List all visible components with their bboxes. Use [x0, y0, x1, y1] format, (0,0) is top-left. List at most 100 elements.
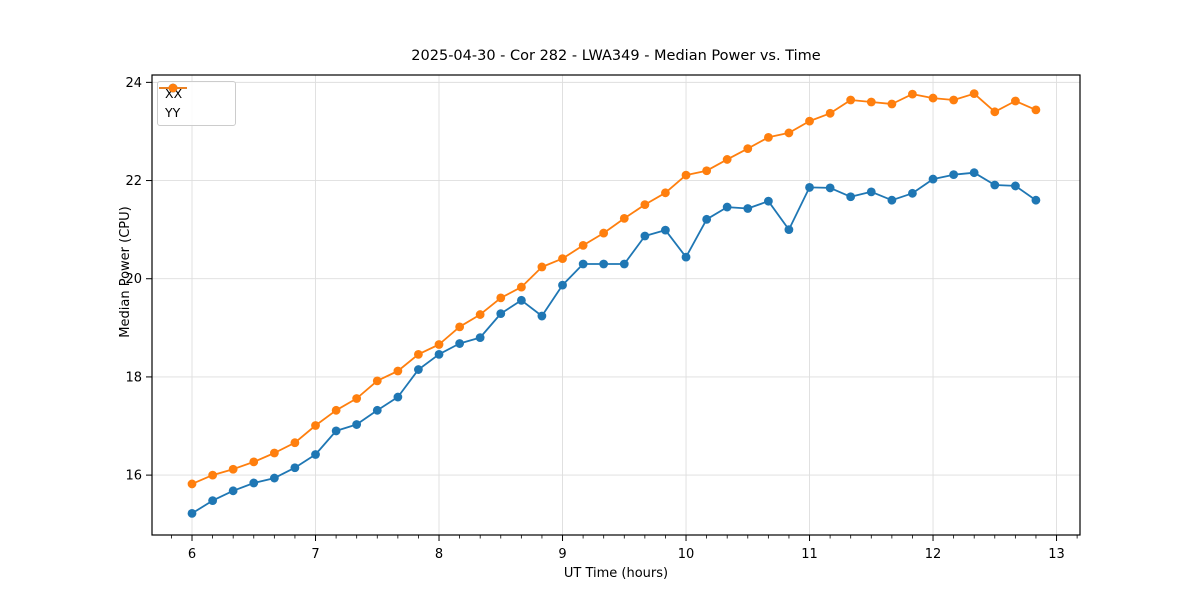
- y-tick-label: 16: [125, 469, 142, 484]
- series-marker-xx: [331, 426, 341, 436]
- series-marker-yy: [331, 405, 341, 415]
- series-marker-xx: [311, 450, 320, 459]
- legend: XX YY: [157, 81, 236, 126]
- series-marker-yy: [640, 200, 650, 210]
- y-tick-label: 22: [125, 174, 142, 189]
- series-marker-xx: [537, 311, 547, 321]
- y-tick-label: 20: [125, 272, 142, 287]
- series-marker-yy: [681, 170, 691, 180]
- series-marker-xx: [475, 333, 485, 343]
- series-marker-yy: [805, 116, 814, 126]
- series-marker-xx: [969, 168, 979, 178]
- series-marker-yy: [455, 322, 465, 332]
- series-marker-yy: [516, 282, 526, 292]
- x-tick-label: 9: [558, 547, 566, 562]
- series-marker-xx: [599, 259, 609, 269]
- series-marker-xx: [846, 192, 856, 202]
- series-marker-yy: [599, 228, 609, 238]
- series-marker-yy: [228, 464, 238, 474]
- x-tick-label: 13: [1048, 547, 1065, 562]
- series-marker-yy: [475, 310, 485, 319]
- x-axis-label: UT Time (hours): [563, 566, 669, 581]
- series-marker-yy: [311, 421, 320, 430]
- series-marker-xx: [413, 365, 423, 374]
- series-marker-xx: [928, 174, 938, 184]
- series-marker-yy: [537, 262, 547, 272]
- series-marker-yy: [187, 479, 197, 489]
- series-marker-xx: [681, 252, 691, 262]
- series-marker-yy: [969, 89, 979, 99]
- x-tick-label: 12: [925, 547, 942, 562]
- series-marker-yy: [352, 394, 362, 403]
- series-marker-yy: [558, 254, 567, 264]
- x-tick-label: 11: [801, 547, 818, 562]
- series-marker-xx: [228, 486, 238, 496]
- series-marker-xx: [558, 280, 567, 290]
- series-marker-xx: [866, 187, 876, 197]
- series-marker-xx: [455, 339, 465, 348]
- x-tick-label: 7: [311, 547, 319, 562]
- series-marker-xx: [372, 405, 382, 415]
- series-marker-xx: [434, 349, 444, 359]
- series-marker-yy: [249, 457, 259, 467]
- x-tick-label: 6: [188, 547, 196, 562]
- series-marker-yy: [208, 470, 218, 480]
- series-marker-yy: [496, 293, 506, 303]
- series-marker-xx: [784, 225, 794, 235]
- series-marker-xx: [269, 473, 279, 483]
- series-marker-yy: [578, 240, 588, 250]
- plot-spines: [151, 74, 1081, 536]
- series-marker-xx: [990, 180, 1000, 190]
- series-marker-xx: [1031, 195, 1041, 205]
- series-marker-xx: [208, 496, 218, 506]
- series-marker-yy: [434, 340, 444, 349]
- series-marker-yy: [949, 95, 959, 105]
- series-line-xx: [191, 171, 1037, 515]
- series-marker-yy: [846, 95, 856, 105]
- series-marker-yy: [702, 166, 712, 176]
- x-tick-label: 8: [435, 547, 443, 562]
- series-marker-yy: [393, 366, 403, 376]
- series-marker-yy: [1011, 96, 1020, 106]
- series-marker-xx: [805, 183, 814, 192]
- series-marker-xx: [496, 309, 506, 318]
- legend-label-yy: YY: [165, 105, 181, 120]
- series-marker-xx: [290, 463, 300, 473]
- series-marker-xx: [393, 392, 403, 402]
- series-marker-xx: [764, 196, 773, 206]
- series-marker-xx: [640, 231, 650, 241]
- series-marker-yy: [928, 93, 938, 103]
- series-marker-yy: [619, 213, 629, 223]
- series-marker-yy: [661, 188, 670, 198]
- series-marker-xx: [949, 170, 959, 180]
- series-marker-xx: [1011, 181, 1020, 191]
- series-marker-xx: [743, 204, 753, 213]
- series-marker-yy: [722, 155, 732, 164]
- series-marker-xx: [908, 188, 917, 198]
- legend-item-yy: YY: [159, 83, 227, 121]
- series-marker-yy: [413, 349, 423, 359]
- x-tick-label: 10: [678, 547, 695, 562]
- series-marker-xx: [187, 508, 197, 518]
- series-marker-xx: [887, 195, 897, 205]
- series-marker-xx: [702, 214, 712, 224]
- series-marker-yy: [866, 97, 876, 107]
- y-tick-label: 24: [125, 76, 142, 91]
- series-marker-yy: [764, 132, 773, 142]
- series-marker-xx: [825, 183, 835, 193]
- legend-sample-yy: [159, 83, 187, 93]
- series-marker-yy: [743, 144, 753, 154]
- series-marker-yy: [372, 376, 382, 386]
- series-marker-yy: [269, 448, 279, 458]
- series-marker-yy: [290, 438, 300, 448]
- series-marker-xx: [722, 202, 732, 212]
- series-marker-xx: [352, 420, 362, 429]
- series-marker-yy: [887, 99, 897, 109]
- series-marker-xx: [249, 478, 259, 488]
- series-marker-yy: [908, 89, 917, 99]
- y-axis-label: Median Power (CPU): [118, 206, 133, 338]
- chart-title: 2025-04-30 - Cor 282 - LWA349 - Median P…: [411, 48, 821, 64]
- series-marker-xx: [619, 259, 629, 269]
